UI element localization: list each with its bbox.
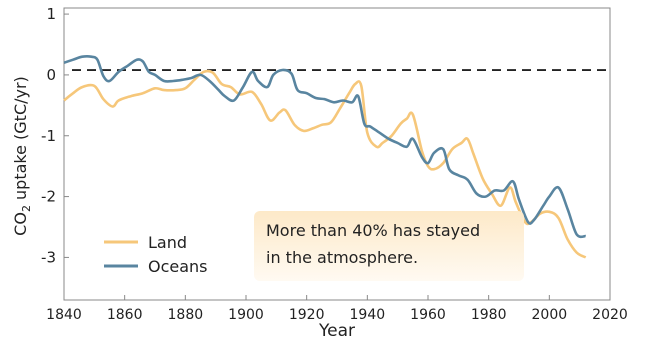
x-tick-label: 1860 xyxy=(107,307,143,323)
plot-frame xyxy=(63,7,611,301)
x-tick-label: 1960 xyxy=(410,307,446,323)
x-tick-label: 1920 xyxy=(289,307,325,323)
annotation-line-1: More than 40% has stayed xyxy=(266,221,480,240)
x-axis: 1840 1860 1880 1900 1920 1940 1960 1980 2000 2020 xyxy=(46,295,628,323)
series-line-land xyxy=(63,69,587,259)
annotation-background xyxy=(254,211,524,281)
y-axis-title-co: CO xyxy=(11,212,30,236)
annotation-line-2: in the atmosphere. xyxy=(266,248,418,267)
legend-label-oceans: Oceans xyxy=(148,257,208,276)
x-tick-label: 1900 xyxy=(228,307,264,323)
x-tick-label: 1880 xyxy=(168,307,204,323)
x-tick-label: 1840 xyxy=(46,307,82,323)
series-layer xyxy=(63,55,587,259)
y-axis-title-rest: uptake (GtC/yr) xyxy=(11,76,30,205)
x-axis-title: Year xyxy=(318,321,355,341)
x-tick-label: 1940 xyxy=(350,307,386,323)
x-tick-label: 2000 xyxy=(532,307,568,323)
y-axis: 1 0 -1 -2 -3 xyxy=(41,5,69,266)
x-tick-label: 1980 xyxy=(471,307,507,323)
y-tick-label: 1 xyxy=(46,5,56,23)
x-tick-label: 2020 xyxy=(592,307,628,323)
y-tick-label: -2 xyxy=(41,188,56,206)
y-axis-title: CO2 uptake (GtC/yr) xyxy=(11,76,33,236)
y-tick-label: -1 xyxy=(41,127,56,145)
series-line-oceans xyxy=(63,55,586,239)
annotation-box: More than 40% has stayed in the atmosphe… xyxy=(254,211,524,281)
y-tick-label: 0 xyxy=(46,66,56,84)
legend: Land Oceans xyxy=(104,233,208,276)
legend-label-land: Land xyxy=(148,233,187,252)
y-tick-label: -3 xyxy=(41,248,56,266)
y-axis-title-subscript: 2 xyxy=(20,205,33,212)
